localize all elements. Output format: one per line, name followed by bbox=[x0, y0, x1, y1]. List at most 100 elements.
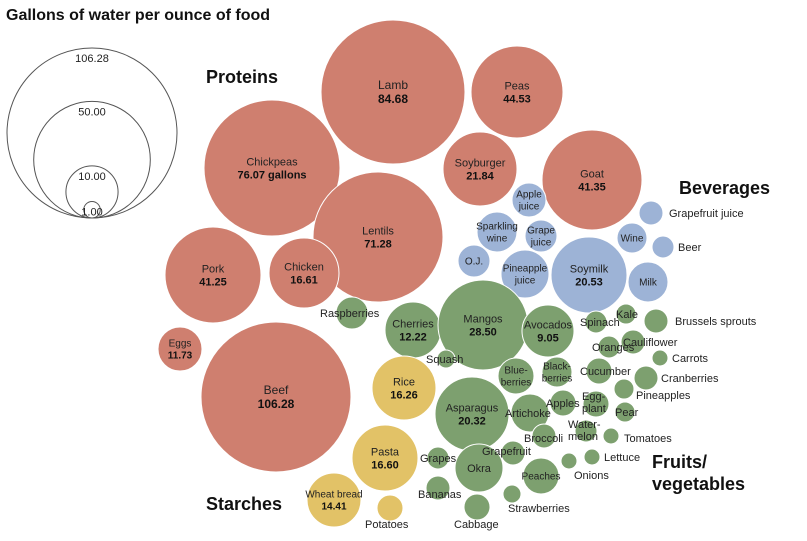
bubble-peaches bbox=[522, 457, 560, 495]
bubble-pork bbox=[164, 226, 262, 324]
label-kale: Kale bbox=[616, 309, 638, 321]
bubble-grapes bbox=[426, 446, 450, 470]
label-carrots: Carrots bbox=[672, 353, 709, 365]
label-water-melon: Water-melon bbox=[568, 419, 601, 443]
label-grapes: Grapes bbox=[420, 453, 457, 465]
value-pasta: 16.60 bbox=[371, 459, 399, 471]
label-mangos: Mangos bbox=[463, 313, 503, 325]
label-asparagus: Asparagus bbox=[446, 402, 499, 414]
label-spinach: Spinach bbox=[580, 317, 620, 329]
label-goat: Goat bbox=[580, 168, 604, 180]
bubble-tomatoes bbox=[602, 427, 620, 445]
bubble-grapefruit bbox=[500, 440, 526, 466]
bubble-water-melon bbox=[574, 419, 598, 443]
value-lentils: 71.28 bbox=[364, 238, 392, 250]
bubble-okra bbox=[454, 443, 504, 493]
label-egg-plant: Egg-plant bbox=[582, 391, 606, 415]
value-avocados: 9.05 bbox=[537, 332, 558, 344]
chart-title: Gallons of water per ounce of food bbox=[6, 7, 270, 24]
label-oranges: Oranges bbox=[592, 342, 635, 354]
bubble-cabbage bbox=[463, 493, 491, 521]
legend-label-1: 50.00 bbox=[78, 106, 106, 118]
label-grapefruit: Grapefruit bbox=[482, 446, 531, 458]
label-eggs: Eggs bbox=[169, 339, 192, 350]
label-soymilk: Soymilk bbox=[570, 263, 609, 275]
label-brussels-sprouts: Brussels sprouts bbox=[675, 316, 757, 328]
value-lamb: 84.68 bbox=[378, 92, 408, 106]
label-pineapples: Pineapples bbox=[636, 390, 691, 402]
legend-circle-1 bbox=[33, 100, 151, 219]
label-beef: Beef bbox=[264, 383, 289, 397]
label-peas: Peas bbox=[504, 80, 530, 92]
value-asparagus: 20.32 bbox=[458, 415, 486, 427]
value-mangos: 28.50 bbox=[469, 326, 497, 338]
bubble-beef bbox=[200, 321, 352, 473]
bubble-spinach bbox=[584, 310, 608, 334]
group-label-starches: Starches bbox=[206, 494, 282, 514]
bubble-soyburger bbox=[442, 131, 518, 207]
label-cucumber: Cucumber bbox=[580, 366, 631, 378]
bubble-black-berries bbox=[541, 356, 573, 388]
label-lamb: Lamb bbox=[378, 78, 408, 92]
bubble-squash bbox=[436, 349, 456, 369]
label-sparkling-wine: Sparkling wine bbox=[476, 222, 518, 245]
outside-labels-layer: Grapefruit juice Beer Raspberries Squash Art… bbox=[320, 208, 757, 531]
bubble-carrots bbox=[651, 349, 669, 367]
label-bananas: Bananas bbox=[418, 489, 462, 501]
label-pineapple-juice: Pineapple juice bbox=[503, 264, 548, 287]
bubble-blue-berries bbox=[497, 357, 535, 395]
label-chicken: Chicken bbox=[284, 261, 324, 273]
bubble-wheat-bread bbox=[306, 472, 362, 528]
label-beer: Beer bbox=[678, 242, 702, 254]
bubble-pear bbox=[614, 401, 636, 423]
bubble-kale bbox=[615, 303, 637, 325]
group-labels-layer: Proteins Beverages Fruits/vegetables Starch… bbox=[206, 67, 770, 514]
label-cabbage: Cabbage bbox=[454, 519, 499, 531]
bubble-grapefruit-juice bbox=[638, 200, 664, 226]
bubble-cranberries bbox=[633, 365, 659, 391]
bubble-lettuce bbox=[583, 448, 601, 466]
bubble-chickpeas bbox=[203, 99, 341, 237]
bubble-sparkling-wine bbox=[476, 211, 518, 253]
bubble-raspberries bbox=[335, 296, 369, 330]
bubble-bananas bbox=[425, 475, 451, 501]
label-wine: Wine bbox=[621, 234, 644, 245]
label-cranberries: Cranberries bbox=[661, 373, 719, 385]
bubble-pasta bbox=[351, 424, 419, 492]
label-pork: Pork bbox=[202, 263, 225, 275]
bubble-broccoli bbox=[531, 423, 557, 449]
bubble-cauliflower bbox=[620, 329, 646, 355]
label-tomatoes: Tomatoes bbox=[624, 433, 672, 445]
label-artichoke: Artichoke bbox=[505, 408, 551, 420]
label-cauliflower: Cauliflower bbox=[623, 337, 678, 349]
value-wheat-bread: 14.41 bbox=[321, 502, 346, 513]
legend-label-0: 106.28 bbox=[75, 53, 109, 65]
label-rice: Rice bbox=[393, 376, 415, 388]
label-lentils: Lentils bbox=[362, 225, 394, 237]
bubble-o-j bbox=[457, 244, 491, 278]
value-chicken: 16.61 bbox=[290, 274, 318, 286]
bubble-artichoke bbox=[510, 393, 550, 433]
bubble-grape-juice bbox=[524, 219, 558, 253]
label-blue-berries: Blue-berries bbox=[501, 366, 532, 389]
bubble-brussels-sprouts bbox=[643, 308, 669, 334]
label-apple-juice: Apple juice bbox=[516, 190, 542, 213]
bubble-rice bbox=[371, 355, 437, 421]
bubble-eggs bbox=[157, 326, 203, 372]
value-cherries: 12.22 bbox=[399, 331, 427, 343]
value-beef: 106.28 bbox=[258, 397, 295, 411]
label-potatoes: Potatoes bbox=[365, 519, 409, 531]
bubble-onions bbox=[560, 452, 578, 470]
value-eggs: 11.73 bbox=[168, 351, 193, 362]
bubble-milk bbox=[627, 261, 669, 303]
bubble-oranges bbox=[597, 335, 621, 359]
value-goat: 41.35 bbox=[578, 181, 606, 193]
label-cherries: Cherries bbox=[392, 318, 434, 330]
value-chickpeas: 76.07 gallons bbox=[237, 169, 306, 181]
bubble-strawberries bbox=[502, 484, 522, 504]
label-wheat-bread: Wheat bread bbox=[305, 490, 362, 501]
label-squash: Squash bbox=[426, 354, 463, 366]
bubble-egg-plant bbox=[582, 390, 610, 418]
label-peaches: Peaches bbox=[522, 472, 561, 483]
